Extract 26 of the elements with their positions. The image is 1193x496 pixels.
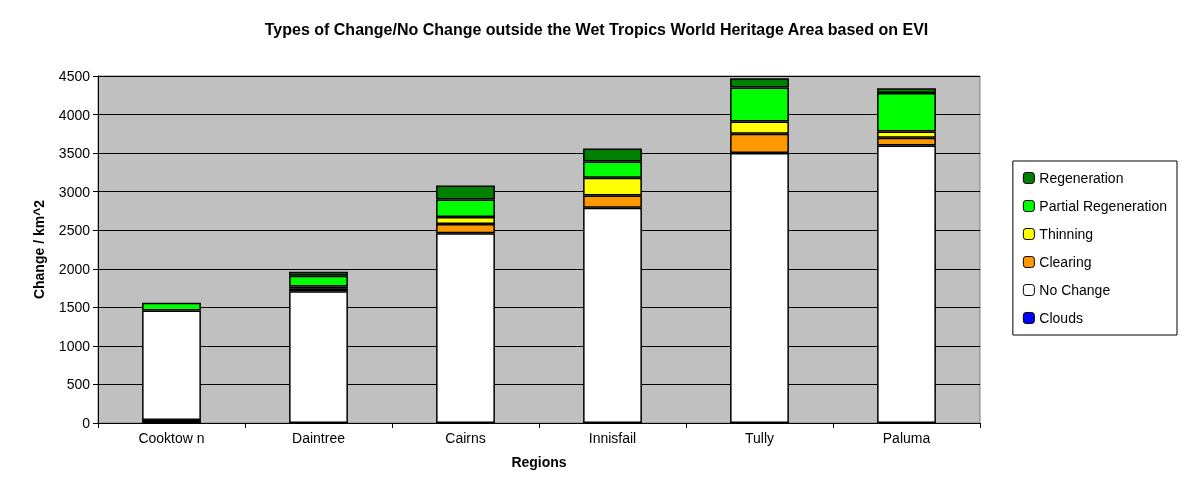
y-tick-label: 2500 <box>58 222 91 239</box>
legend-label: Thinning <box>1039 226 1094 242</box>
x-tick-label: Cooktow n <box>138 430 205 446</box>
y-tick-label: 500 <box>66 376 91 393</box>
y-axis-title: Change / km^2 <box>31 199 47 300</box>
y-tick-label: 0 <box>82 415 91 431</box>
x-tick-label: Cairns <box>445 430 486 446</box>
y-tick-label: 1000 <box>58 337 91 354</box>
legend-label: Partial Regeneration <box>1039 198 1168 214</box>
x-tick-label: Innisfail <box>588 430 637 446</box>
legend-label: No Change <box>1039 282 1111 298</box>
y-tick-label: 4000 <box>58 106 91 123</box>
y-tick-label: 1500 <box>58 299 91 316</box>
y-tick-label: 4500 <box>58 68 91 84</box>
bar <box>289 275 348 287</box>
y-tick-label: 3500 <box>58 145 91 162</box>
chart-title: Types of Change/No Change outside the Wet Tropics World Heritage Area based on EVI <box>264 20 929 38</box>
x-tick-label: Tully <box>744 430 775 446</box>
y-tick-label: 2000 <box>58 260 91 277</box>
x-tick-label: Daintree <box>292 430 346 446</box>
y-tick-label: 3000 <box>58 183 91 200</box>
legend-label: Regeneration <box>1039 170 1124 186</box>
x-axis-title: Regions <box>511 454 567 470</box>
x-tick-label: Paluma <box>882 430 931 446</box>
legend-label: Clouds <box>1039 310 1083 326</box>
legend-label: Clearing <box>1039 254 1092 270</box>
